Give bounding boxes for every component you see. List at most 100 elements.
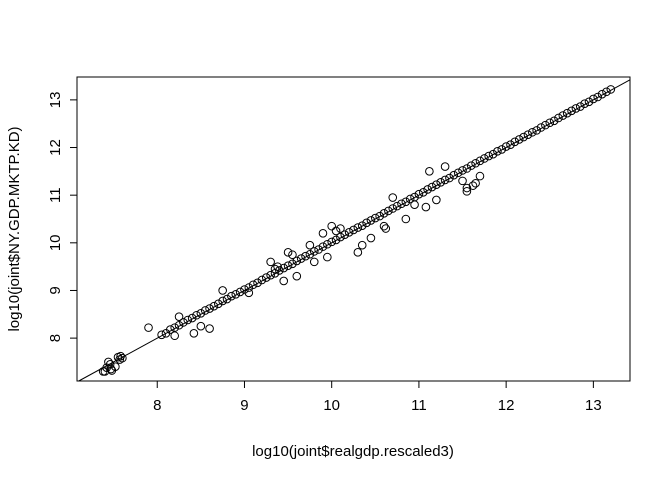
- data-point: [410, 200, 419, 209]
- data-point: [222, 294, 232, 304]
- data-point: [106, 364, 116, 374]
- data-point: [401, 197, 411, 207]
- x-axis: 8 9 10 11 12 13: [153, 380, 602, 414]
- y-tick-label: 13: [47, 92, 64, 109]
- data-point: [292, 271, 302, 281]
- data-point: [205, 304, 214, 313]
- data-point: [266, 270, 275, 280]
- data-point: [279, 263, 289, 273]
- data-point: [432, 195, 441, 205]
- data-point: [388, 204, 398, 213]
- data-point: [353, 248, 363, 257]
- data-point: [462, 164, 472, 173]
- data-point: [270, 264, 280, 274]
- data-point: [432, 180, 441, 189]
- data-point: [273, 262, 282, 271]
- data-point: [187, 313, 197, 323]
- data-point: [575, 102, 585, 111]
- data-point: [423, 185, 432, 194]
- data-point: [214, 299, 223, 309]
- data-point: [397, 199, 406, 209]
- data-point: [331, 235, 341, 245]
- data-point: [218, 296, 227, 306]
- data-point: [462, 187, 472, 196]
- data-point: [414, 189, 424, 199]
- data-point: [336, 232, 345, 242]
- data-point: [305, 240, 315, 250]
- data-point: [196, 309, 206, 318]
- data-point: [288, 259, 297, 269]
- data-point: [305, 249, 315, 259]
- data-point: [336, 224, 345, 233]
- data-point: [388, 193, 398, 202]
- data-point: [462, 183, 472, 193]
- data-point: [571, 104, 581, 113]
- data-point: [562, 108, 572, 118]
- data-point: [440, 162, 450, 171]
- data-point: [449, 170, 459, 180]
- data-point: [366, 233, 376, 243]
- data-point: [401, 214, 411, 224]
- data-point: [471, 158, 480, 168]
- data-point: [549, 116, 559, 126]
- data-point: [536, 123, 546, 132]
- data-point: [144, 323, 153, 332]
- data-point: [118, 353, 127, 363]
- data-point: [179, 318, 188, 327]
- data-point: [425, 167, 434, 176]
- data-point: [567, 106, 576, 116]
- x-tick-label: 13: [585, 397, 602, 414]
- data-point: [602, 87, 611, 97]
- data-point: [170, 331, 179, 341]
- data-point: [475, 156, 485, 166]
- y-axis: 8 9 10 11 12 13: [47, 92, 78, 342]
- data-point: [501, 142, 511, 151]
- reference-line-y-equals-x: [78, 79, 631, 382]
- x-tick-label: 10: [323, 397, 340, 414]
- data-point: [183, 315, 193, 325]
- data-point: [353, 223, 363, 232]
- x-tick-label: 8: [153, 397, 161, 414]
- y-tick-label: 11: [47, 187, 64, 203]
- data-point: [379, 221, 389, 231]
- data-point: [327, 221, 336, 231]
- data-point: [436, 178, 446, 187]
- data-point: [375, 211, 384, 221]
- data-point: [532, 126, 541, 135]
- data-point: [209, 301, 219, 311]
- data-point: [357, 221, 367, 230]
- data-point: [314, 245, 323, 254]
- data-point: [205, 324, 214, 333]
- x-tick-label: 12: [498, 397, 515, 414]
- data-point: [318, 242, 328, 251]
- data-point: [493, 147, 502, 156]
- data-point: [475, 171, 485, 181]
- data-point: [593, 92, 603, 102]
- data-point: [227, 291, 236, 301]
- data-point: [192, 310, 201, 320]
- y-axis-label: log10(joint$NY.GDP.MKTP.KD): [6, 126, 23, 331]
- data-point: [257, 275, 267, 285]
- data-point: [309, 247, 319, 256]
- data-point: [497, 145, 507, 154]
- data-points: [98, 85, 616, 376]
- data-point: [421, 202, 431, 212]
- data-point: [318, 228, 328, 238]
- data-point: [301, 251, 310, 261]
- data-point: [468, 181, 478, 190]
- data-point: [392, 201, 402, 211]
- data-point: [200, 306, 210, 315]
- x-tick-label: 9: [240, 397, 248, 414]
- data-point: [514, 135, 524, 144]
- data-point: [196, 321, 206, 331]
- data-point: [418, 188, 428, 197]
- data-point: [606, 85, 616, 94]
- data-point: [323, 252, 332, 262]
- data-point: [480, 154, 489, 163]
- data-point: [427, 182, 437, 192]
- y-tick-label: 9: [47, 286, 64, 294]
- data-point: [235, 287, 245, 297]
- data-point: [384, 206, 393, 216]
- data-point: [309, 257, 319, 267]
